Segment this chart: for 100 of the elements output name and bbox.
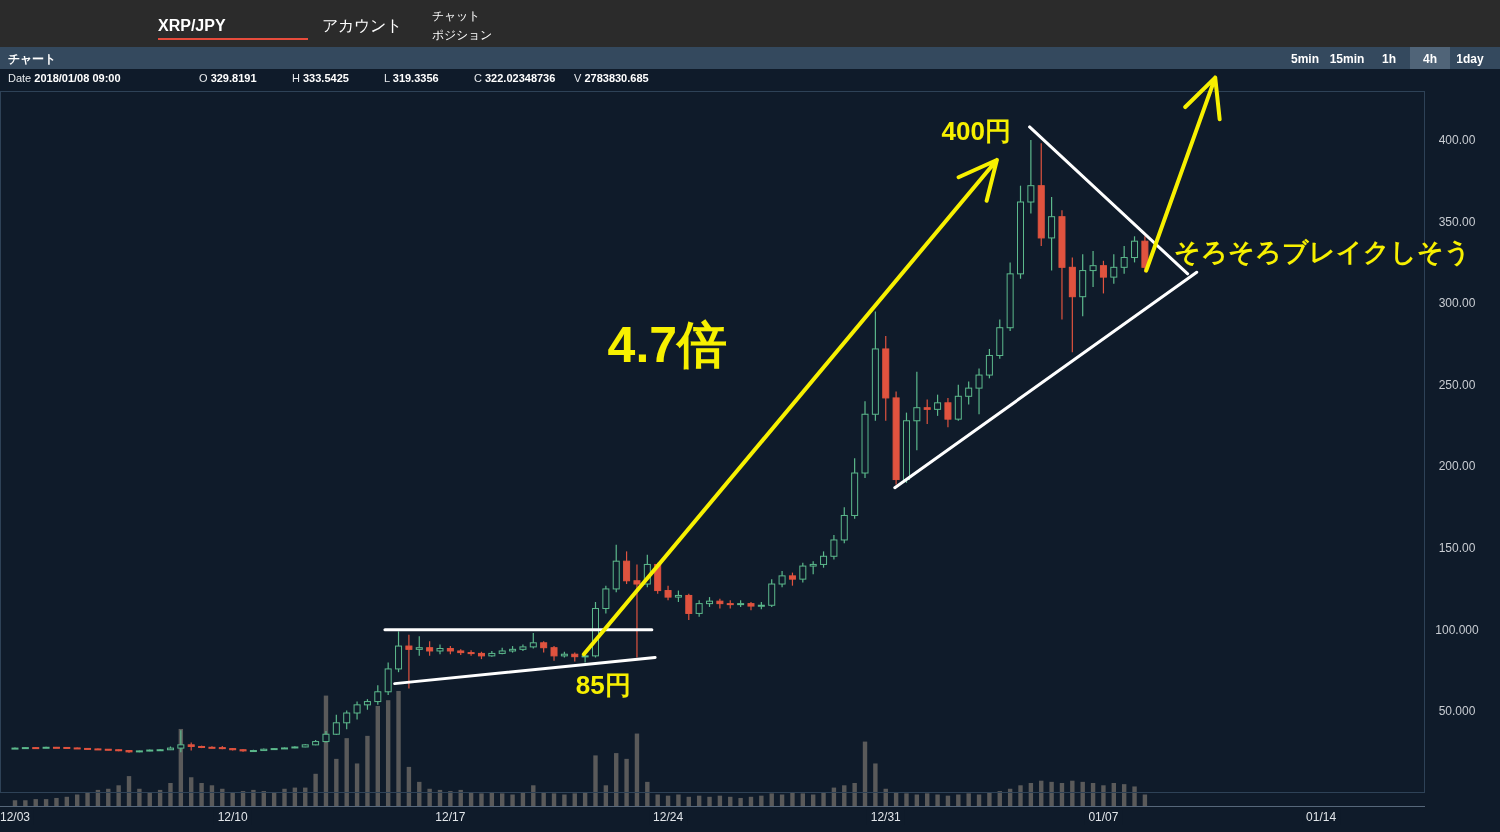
bar [365,735,370,806]
chart-title: XRP/JPY [158,17,226,34]
candlestick [1048,196,1056,272]
bar [935,794,940,806]
bar [344,738,349,806]
candlestick [768,578,776,608]
bar [748,796,754,806]
candlestick [415,635,423,657]
bar [987,792,992,806]
bar [541,792,546,806]
candlestick [1131,235,1139,264]
candlestick [343,709,351,730]
y-tick-label: 100.000 [1435,622,1480,637]
bar [479,793,484,806]
bar [85,792,90,806]
bar [707,796,712,806]
bar [686,796,691,806]
bar [510,794,515,806]
candlestick [799,562,807,583]
bar [1049,781,1054,806]
bar [137,788,142,806]
text: L 319.3356 [384,72,439,84]
candlestick [965,381,973,406]
bar [852,783,857,806]
bar [168,783,173,806]
y-tick-label: 200.00 [1438,459,1476,474]
bar [572,793,577,806]
bar [23,800,28,806]
bar [655,794,660,806]
bar [500,793,505,806]
candlestick [384,661,392,696]
bar [562,794,567,806]
annotation: 85円 [575,670,631,701]
text: V 2783830.685 [574,72,649,84]
bar [966,793,971,806]
annotation: 400円 [941,115,1011,146]
bar [1018,785,1023,806]
x-tick-label: 12/24 [653,810,684,824]
candlestick [208,745,216,749]
x-tick-label: 12/10 [217,810,249,824]
y-tick-label: 300.00 [1438,296,1476,311]
candlestick [716,598,724,610]
x-tick-label: 01/14 [1306,810,1337,824]
bar [1101,785,1106,806]
text: チャート [8,52,56,66]
bar [738,797,743,806]
bar [1070,780,1075,806]
y-tick-label: 350.00 [1438,214,1476,229]
bar [220,788,225,806]
candlestick [374,684,382,706]
text: 1h [1381,52,1397,66]
y-tick-label: 250.00 [1438,377,1476,392]
text: 15min [1329,52,1365,66]
candlestick [467,649,475,657]
bar [251,789,256,806]
candlestick [405,634,413,690]
bar [551,793,557,806]
annotation: 4.7倍 [607,317,728,374]
y-tick-label: 50.000 [1438,704,1476,719]
bar [396,691,401,806]
candlestick [395,630,403,673]
bar [624,758,629,806]
bar [12,800,18,806]
text: 4h [1422,52,1438,66]
candlestick [1089,250,1097,288]
candlestick [954,384,962,422]
text: O 329.8191 [199,72,257,84]
text: 5min [1290,52,1320,66]
bar [925,793,930,806]
candlestick [913,371,921,451]
candlestick [1110,253,1118,285]
candlestick [633,563,641,659]
text: H 333.5425 [292,72,349,84]
bar [873,763,878,806]
bar [282,788,287,806]
candlestick [944,397,952,428]
bar [645,781,650,806]
candlestick [602,585,610,615]
bar [354,763,360,806]
text: アカウント [322,17,402,34]
bar [334,758,339,806]
bar [593,755,598,806]
x-tick-label: 12/03 [0,810,31,824]
bar [821,792,826,806]
bar [33,799,38,806]
bar [427,788,432,806]
bar [64,796,70,806]
candlestick [177,729,185,753]
bar [790,792,795,806]
bar [676,794,681,806]
bar [230,792,235,806]
bar [769,793,774,806]
bar [43,799,49,806]
text: C 322.02348736 [474,72,556,84]
bar [54,797,59,806]
bar [759,795,764,806]
candlestick [985,348,993,379]
x-tick-label: 12/17 [435,810,466,824]
candlestick [934,394,942,417]
bar [448,791,453,806]
